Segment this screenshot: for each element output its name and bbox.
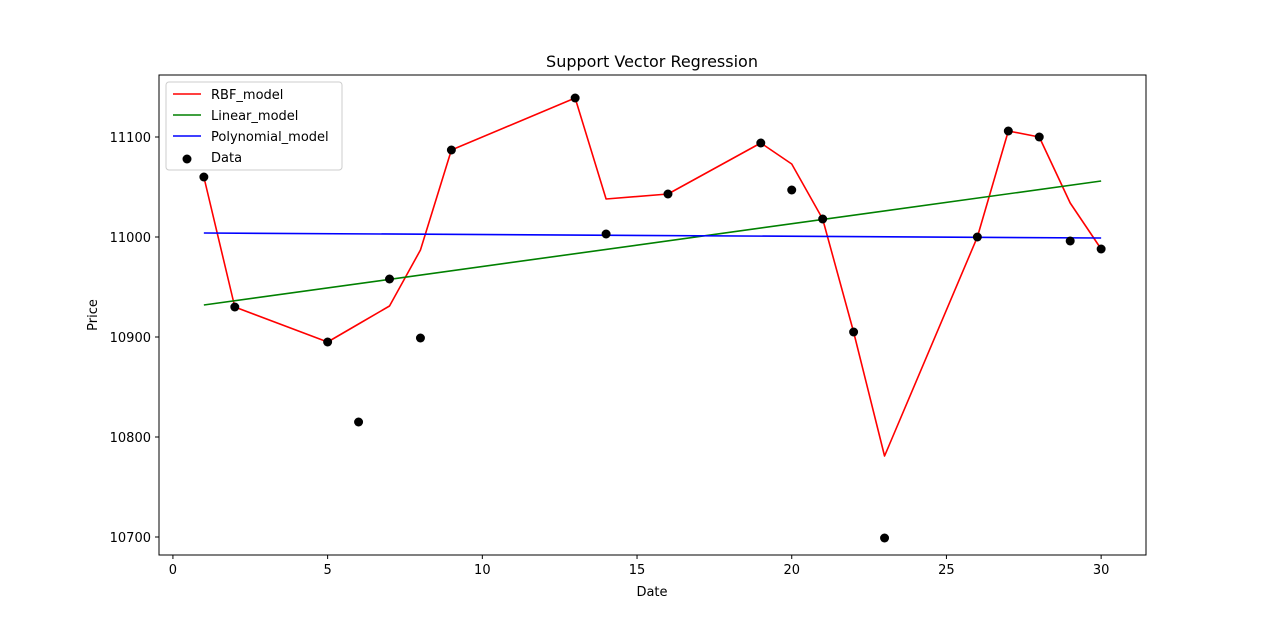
data-point [415,333,425,343]
data-point [972,232,982,242]
legend-swatch [182,154,192,164]
data-point [1034,132,1044,142]
data-point [570,93,580,103]
data-point [787,185,797,195]
data-point [199,172,209,182]
x-tick-label: 5 [323,563,331,578]
plot-series [199,93,1106,543]
y-tick-label: 11100 [110,131,151,146]
x-tick-label: 30 [1093,563,1110,578]
y-tick-label: 10700 [110,531,151,546]
data-point [1003,126,1013,136]
legend-box [165,81,343,171]
plot-frame [158,74,1147,556]
legend-label: RBF_model [211,88,283,103]
y-tick-label: 11000 [110,231,151,246]
rbf-model-line [203,97,1102,457]
y-axis-label: Price [86,299,101,331]
x-axis-label: Date [636,585,667,600]
legend-label: Polynomial_model [211,130,329,145]
chart-title: Support Vector Regression [546,52,758,71]
legend-label: Data [211,151,242,166]
data-point [601,229,611,239]
data-point [880,533,890,543]
x-tick-label: 20 [783,563,800,578]
legend-label: Linear_model [211,109,298,124]
polynomial-model-line [203,232,1102,239]
x-tick-label: 10 [474,563,491,578]
data-point [354,417,364,427]
data-point [385,274,395,284]
data-point [323,337,333,347]
y-tick-label: 10800 [110,431,151,446]
data-point [230,302,240,312]
x-tick-label: 15 [629,563,646,578]
data-point [1096,244,1106,254]
linear-model-line [203,180,1102,306]
legend: RBF_model Linear_model Polynomial_model Dat… [165,81,343,171]
data-point [446,145,456,155]
y-tick-label: 10900 [110,331,151,346]
axes: 0 5 10 15 20 25 30 10700 10800 10900 11000 11100 [110,131,1110,578]
data-point [849,327,859,337]
data-point [663,189,673,199]
x-tick-label: 25 [938,563,955,578]
data-point [1065,236,1075,246]
data-point [818,214,828,224]
x-tick-label: 0 [169,563,177,578]
data-point [756,138,766,148]
